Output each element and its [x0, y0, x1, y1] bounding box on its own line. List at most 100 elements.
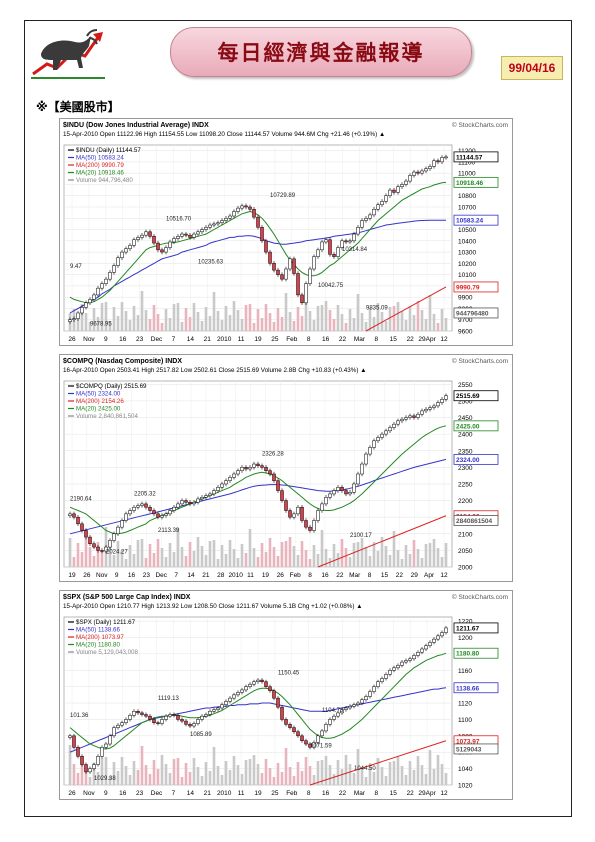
candle-body: [228, 477, 232, 481]
legend-entry: $INDU (Daily) 11144.57: [76, 147, 141, 154]
volume-bar: [268, 538, 272, 567]
volume-bar: [444, 318, 448, 331]
volume-bar: [304, 302, 308, 331]
volume-bar: [160, 548, 164, 567]
candle-body: [312, 742, 316, 748]
volume-bar: [332, 774, 336, 785]
x-tick-label: Dec: [151, 790, 163, 797]
volume-bar: [432, 539, 436, 567]
price-annotation: 10729.89: [270, 193, 296, 199]
volume-bar: [192, 758, 196, 785]
x-tick-label: 15: [381, 572, 389, 579]
volume-bar: [216, 559, 220, 567]
volume-bar: [168, 318, 172, 331]
candle-body: [96, 756, 100, 765]
x-tick-label: Nov: [96, 572, 108, 579]
volume-bar: [200, 321, 204, 331]
volume-bar: [80, 552, 84, 567]
candle-body: [408, 658, 412, 661]
candle-body: [208, 224, 212, 228]
candle-body: [336, 247, 340, 257]
volume-bar: [256, 764, 260, 785]
x-tick-label: 19: [262, 572, 270, 579]
value-tag-label: 5129043: [456, 746, 482, 753]
candle-body: [396, 420, 400, 425]
candle-body: [152, 510, 156, 515]
volume-bar: [304, 550, 308, 567]
volume-bar: [280, 542, 284, 567]
price-annotation: 1119.13: [158, 696, 179, 702]
candle-body: [232, 473, 236, 478]
x-tick-label: 22: [339, 790, 347, 797]
value-tag-label: 10918.46: [456, 180, 483, 187]
volume-bar: [220, 320, 224, 331]
candle-body: [128, 510, 132, 515]
volume-bar: [188, 772, 192, 785]
candle-body: [444, 395, 448, 400]
chart-svg: $COMPQ (Nasdaq Composite) INDX © StockCha…: [63, 357, 508, 579]
chart-quote-line: 16-Apr-2010 Open 2503.41 High 2517.82 Lo…: [63, 367, 366, 374]
volume-bar: [276, 763, 280, 785]
x-tick-label: 25: [271, 790, 279, 797]
x-tick-label: 7: [174, 572, 178, 579]
y-tick-label: 2400: [458, 432, 473, 439]
candle-body: [84, 764, 88, 773]
volume-bar: [84, 313, 88, 331]
volume-bar: [320, 760, 324, 785]
volume-bar: [272, 547, 276, 567]
candle-body: [364, 696, 368, 701]
volume-bar: [420, 310, 424, 331]
candle-body: [412, 655, 416, 660]
volume-bar: [132, 306, 136, 331]
candle-body: [384, 674, 388, 679]
volume-bar: [216, 311, 220, 331]
candle-body: [112, 265, 116, 273]
candle-body: [248, 683, 252, 687]
value-tag-label: 2515.69: [456, 393, 480, 400]
candle-body: [300, 735, 304, 741]
volume-bar: [300, 771, 304, 785]
volume-bar: [256, 309, 260, 331]
candle-body: [240, 689, 244, 693]
x-tick-label: 22: [339, 336, 347, 343]
x-tick-label: 23: [143, 572, 151, 579]
candle-body: [184, 233, 188, 236]
candle-body: [376, 204, 380, 210]
volume-bar: [384, 546, 388, 567]
volume-bar: [88, 322, 92, 331]
candle-body: [76, 516, 80, 525]
y-tick-label: 2500: [458, 398, 473, 405]
candle-body: [140, 712, 144, 715]
candle-body: [108, 272, 112, 280]
candle-body: [344, 240, 348, 243]
value-tag-box: [453, 390, 499, 402]
volume-bar: [108, 546, 112, 567]
volume-bar: [400, 559, 404, 567]
x-tick-label: 26: [83, 572, 91, 579]
volume-bar: [136, 315, 140, 331]
candle-body: [260, 679, 264, 682]
x-tick-label: Nov: [83, 790, 95, 797]
volume-bar: [216, 766, 220, 785]
y-tick-label: 1040: [458, 766, 473, 773]
chart-symbol-line: $INDU (Dow Jones Industrial Average) IND…: [63, 122, 209, 129]
candle-body: [160, 515, 164, 518]
candle-body: [224, 218, 228, 221]
volume-bar: [92, 556, 96, 567]
candle-body: [368, 214, 372, 219]
volume-bar: [312, 320, 316, 331]
volume-bar: [128, 320, 132, 331]
value-tag-label: 1138.66: [456, 685, 480, 692]
candle-body: [120, 722, 124, 726]
candle-body: [380, 433, 384, 438]
candle-body: [428, 166, 432, 169]
volume-bar: [212, 540, 216, 567]
candle-body: [368, 447, 372, 455]
candle-body: [328, 239, 332, 255]
volume-bar: [348, 557, 352, 567]
candle-body: [248, 467, 252, 470]
volume-bar: [240, 774, 244, 785]
candle-body: [292, 258, 296, 274]
value-tag-label: 10583.24: [456, 218, 483, 225]
candle-body: [376, 681, 380, 687]
